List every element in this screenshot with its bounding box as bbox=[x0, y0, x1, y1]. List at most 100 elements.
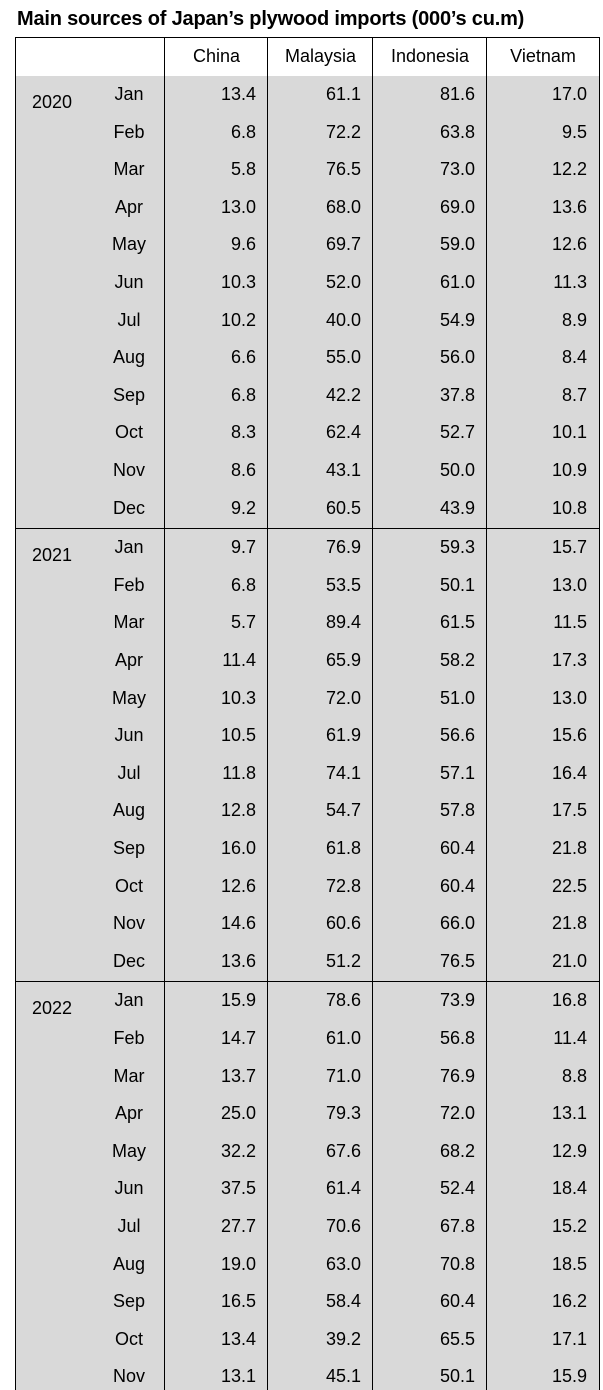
month-label: Sep bbox=[112, 384, 146, 405]
column-divider bbox=[267, 529, 268, 982]
value-cell: 52.7 bbox=[439, 422, 475, 443]
value-cell: 62.4 bbox=[325, 422, 361, 443]
value-cell: 72.8 bbox=[325, 875, 361, 896]
value-cell: 50.0 bbox=[439, 460, 475, 480]
value-cell: 68.2 bbox=[439, 1140, 475, 1161]
value-cell: 43.1 bbox=[325, 460, 361, 480]
month-label: Feb bbox=[113, 574, 145, 595]
table: China Malaysia Indonesia Vietnam 2020 Jan 13.4… bbox=[15, 37, 600, 1390]
month-label: Aug bbox=[112, 1253, 146, 1274]
value-cell: 61.0 bbox=[439, 272, 475, 292]
value-cell: 54.9 bbox=[439, 309, 475, 330]
value-cell: 61.9 bbox=[325, 725, 361, 746]
value-cell: 57.8 bbox=[439, 800, 475, 821]
value-cell: 14.6 bbox=[220, 913, 256, 934]
value-cell: 8.3 bbox=[230, 422, 256, 443]
month-label: May bbox=[111, 687, 146, 708]
value-cell: 60.4 bbox=[439, 1291, 475, 1312]
month-label: Sep bbox=[112, 837, 146, 858]
value-cell: 60.5 bbox=[325, 497, 361, 518]
month-label: Aug bbox=[112, 347, 146, 368]
month-label: Jul bbox=[117, 762, 141, 783]
value-cell: 54.7 bbox=[325, 800, 361, 821]
month-label: Jan bbox=[114, 84, 144, 104]
year-group: 2020 Jan 13.4 61.1 81.6 17.0 Feb 6.8 72.2 63.8 9.5… bbox=[16, 76, 599, 530]
column-header: Malaysia bbox=[284, 46, 357, 66]
value-cell: 37.8 bbox=[439, 384, 475, 405]
column-header: Vietnam bbox=[510, 46, 576, 66]
month-label: May bbox=[111, 234, 146, 255]
value-cell: 56.6 bbox=[439, 725, 475, 746]
month-label: Apr bbox=[114, 649, 143, 670]
column-header: China bbox=[192, 46, 241, 66]
value-cell: 32.2 bbox=[220, 1140, 256, 1161]
value-cell: 10.2 bbox=[220, 309, 256, 330]
value-cell: 10.5 bbox=[220, 725, 256, 746]
value-cell: 17.5 bbox=[551, 800, 587, 821]
month-label: May bbox=[111, 1140, 146, 1161]
value-cell: 59.3 bbox=[439, 537, 475, 558]
value-cell: 10.8 bbox=[551, 497, 587, 518]
value-cell: 13.4 bbox=[220, 84, 256, 104]
month-label: Sep bbox=[112, 1291, 146, 1312]
value-cell: 76.9 bbox=[439, 1065, 475, 1086]
value-cell: 10.1 bbox=[551, 422, 587, 443]
month-label: Nov bbox=[112, 1366, 145, 1387]
value-cell: 11.4 bbox=[222, 649, 256, 670]
value-cell: 52.0 bbox=[325, 272, 361, 292]
month-label: Mar bbox=[113, 159, 145, 180]
value-cell: 12.2 bbox=[551, 159, 587, 180]
month-label: Mar bbox=[113, 1065, 145, 1086]
value-cell: 8.8 bbox=[561, 1065, 587, 1086]
year-label: 2022 bbox=[32, 998, 73, 1019]
month-label: Jul bbox=[117, 1215, 141, 1236]
value-cell: 61.0 bbox=[325, 1027, 361, 1048]
value-cell: 17.3 bbox=[551, 649, 587, 670]
value-cell: 69.7 bbox=[325, 234, 361, 255]
value-cell: 78.6 bbox=[325, 990, 361, 1011]
value-cell: 56.8 bbox=[439, 1027, 475, 1048]
value-cell: 15.9 bbox=[220, 990, 256, 1011]
month-label: Nov bbox=[112, 913, 145, 934]
value-cell: 5.7 bbox=[230, 612, 256, 633]
value-cell: 72.2 bbox=[325, 121, 361, 142]
month-label: Mar bbox=[113, 612, 145, 633]
column-divider bbox=[486, 982, 487, 1390]
value-cell: 65.5 bbox=[439, 1328, 475, 1349]
value-cell: 14.7 bbox=[220, 1027, 256, 1048]
value-cell: 45.1 bbox=[325, 1366, 361, 1387]
year-label: 2021 bbox=[32, 545, 73, 566]
value-cell: 50.1 bbox=[439, 1366, 475, 1387]
value-cell: 11.5 bbox=[553, 612, 587, 633]
value-cell: 11.3 bbox=[553, 272, 587, 292]
value-cell: 6.8 bbox=[230, 574, 256, 595]
value-cell: 50.1 bbox=[439, 574, 475, 595]
value-cell: 58.4 bbox=[325, 1291, 361, 1312]
value-cell: 21.0 bbox=[551, 950, 587, 971]
value-cell: 22.5 bbox=[551, 875, 587, 896]
value-cell: 12.8 bbox=[220, 800, 256, 821]
value-cell: 37.5 bbox=[220, 1178, 256, 1199]
value-cell: 60.4 bbox=[439, 875, 475, 896]
value-cell: 8.9 bbox=[561, 309, 587, 330]
value-cell: 16.0 bbox=[220, 837, 256, 858]
column-divider bbox=[164, 38, 165, 76]
column-divider bbox=[267, 38, 268, 76]
value-cell: 58.2 bbox=[439, 649, 475, 670]
month-label: Jan bbox=[114, 990, 144, 1011]
month-label: Jul bbox=[117, 309, 141, 330]
value-cell: 71.0 bbox=[325, 1065, 361, 1086]
header-row: China Malaysia Indonesia Vietnam bbox=[16, 38, 599, 77]
value-cell: 59.0 bbox=[439, 234, 475, 255]
value-cell: 18.5 bbox=[551, 1253, 587, 1274]
month-label: Apr bbox=[114, 196, 143, 217]
value-cell: 17.0 bbox=[551, 84, 587, 104]
value-cell: 18.4 bbox=[551, 1178, 587, 1199]
value-cell: 16.4 bbox=[551, 762, 587, 783]
value-cell: 13.7 bbox=[220, 1065, 256, 1086]
month-label: Apr bbox=[114, 1103, 143, 1124]
column-divider bbox=[164, 76, 165, 529]
value-cell: 16.2 bbox=[551, 1291, 587, 1312]
value-cell: 56.0 bbox=[439, 347, 475, 368]
value-cell: 9.5 bbox=[561, 121, 587, 142]
